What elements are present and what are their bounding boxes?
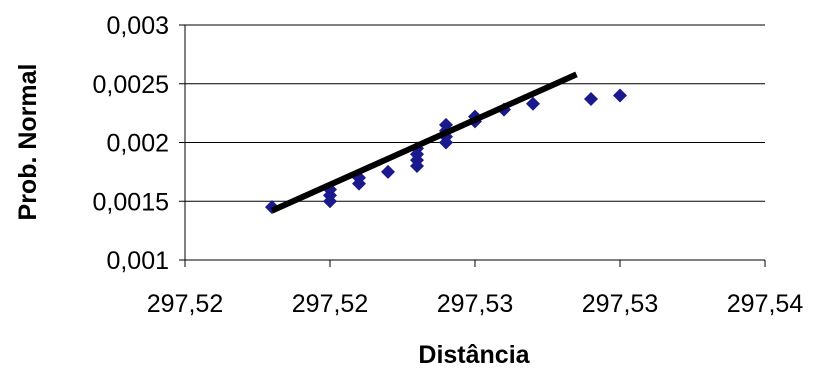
x-tick-label: 297,52 xyxy=(292,290,368,318)
y-tick-label: 0,003 xyxy=(106,12,169,40)
y-tick-label: 0,0015 xyxy=(93,188,169,216)
data-point-diamond xyxy=(526,96,540,111)
grid-layer xyxy=(185,24,765,202)
y-axis-title: Prob. Normal xyxy=(14,64,42,221)
x-tick-label: 297,54 xyxy=(727,290,804,318)
data-point-diamond xyxy=(613,88,627,103)
y-tick-label: 0,0025 xyxy=(93,71,169,99)
y-tick-label: 0,001 xyxy=(106,247,169,275)
axes-layer xyxy=(179,24,766,267)
series-layer xyxy=(265,71,627,215)
y-tick-label: 0,002 xyxy=(106,130,169,158)
x-tick-label: 297,53 xyxy=(437,290,513,318)
x-tick-label: 297,53 xyxy=(582,290,658,318)
data-point-diamond xyxy=(381,164,395,179)
x-axis-title: Distância xyxy=(418,341,530,369)
data-point-diamond xyxy=(584,92,598,107)
labels-layer: Distância Prob. Normal 0,001 0,0015 0,002 0… xyxy=(14,12,803,369)
x-tick-label: 297,52 xyxy=(147,290,223,318)
trend-line xyxy=(270,71,578,214)
